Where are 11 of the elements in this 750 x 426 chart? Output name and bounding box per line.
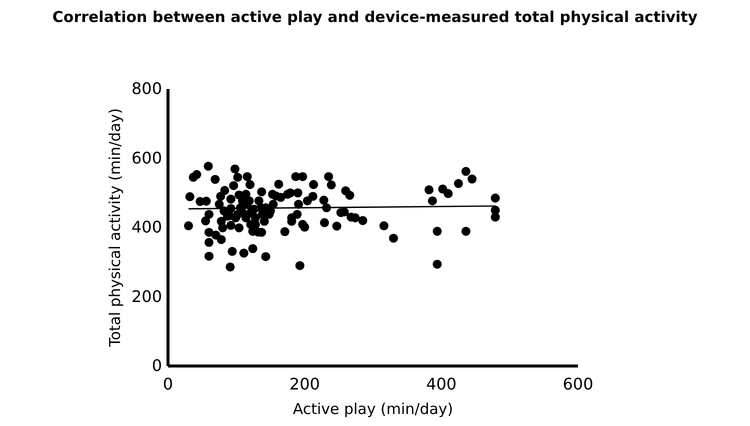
x-tick-label: 200 [289,374,320,394]
x-axis-title: Active play (min/day) [292,400,454,418]
y-tick-label: 200 [131,286,162,306]
x-tick-label: 600 [562,374,594,394]
y-axis-title: Total physical activity (min/day) [106,108,124,348]
y-tick-label: 400 [131,218,162,237]
x-tick-label: 400 [426,374,457,394]
y-tick-label: 0 [152,356,162,376]
y-tick-label: 800 [131,79,162,98]
y-tick-label: 600 [131,148,162,168]
chart-title: Correlation between active play and device-measured total physical activity [52,8,698,26]
